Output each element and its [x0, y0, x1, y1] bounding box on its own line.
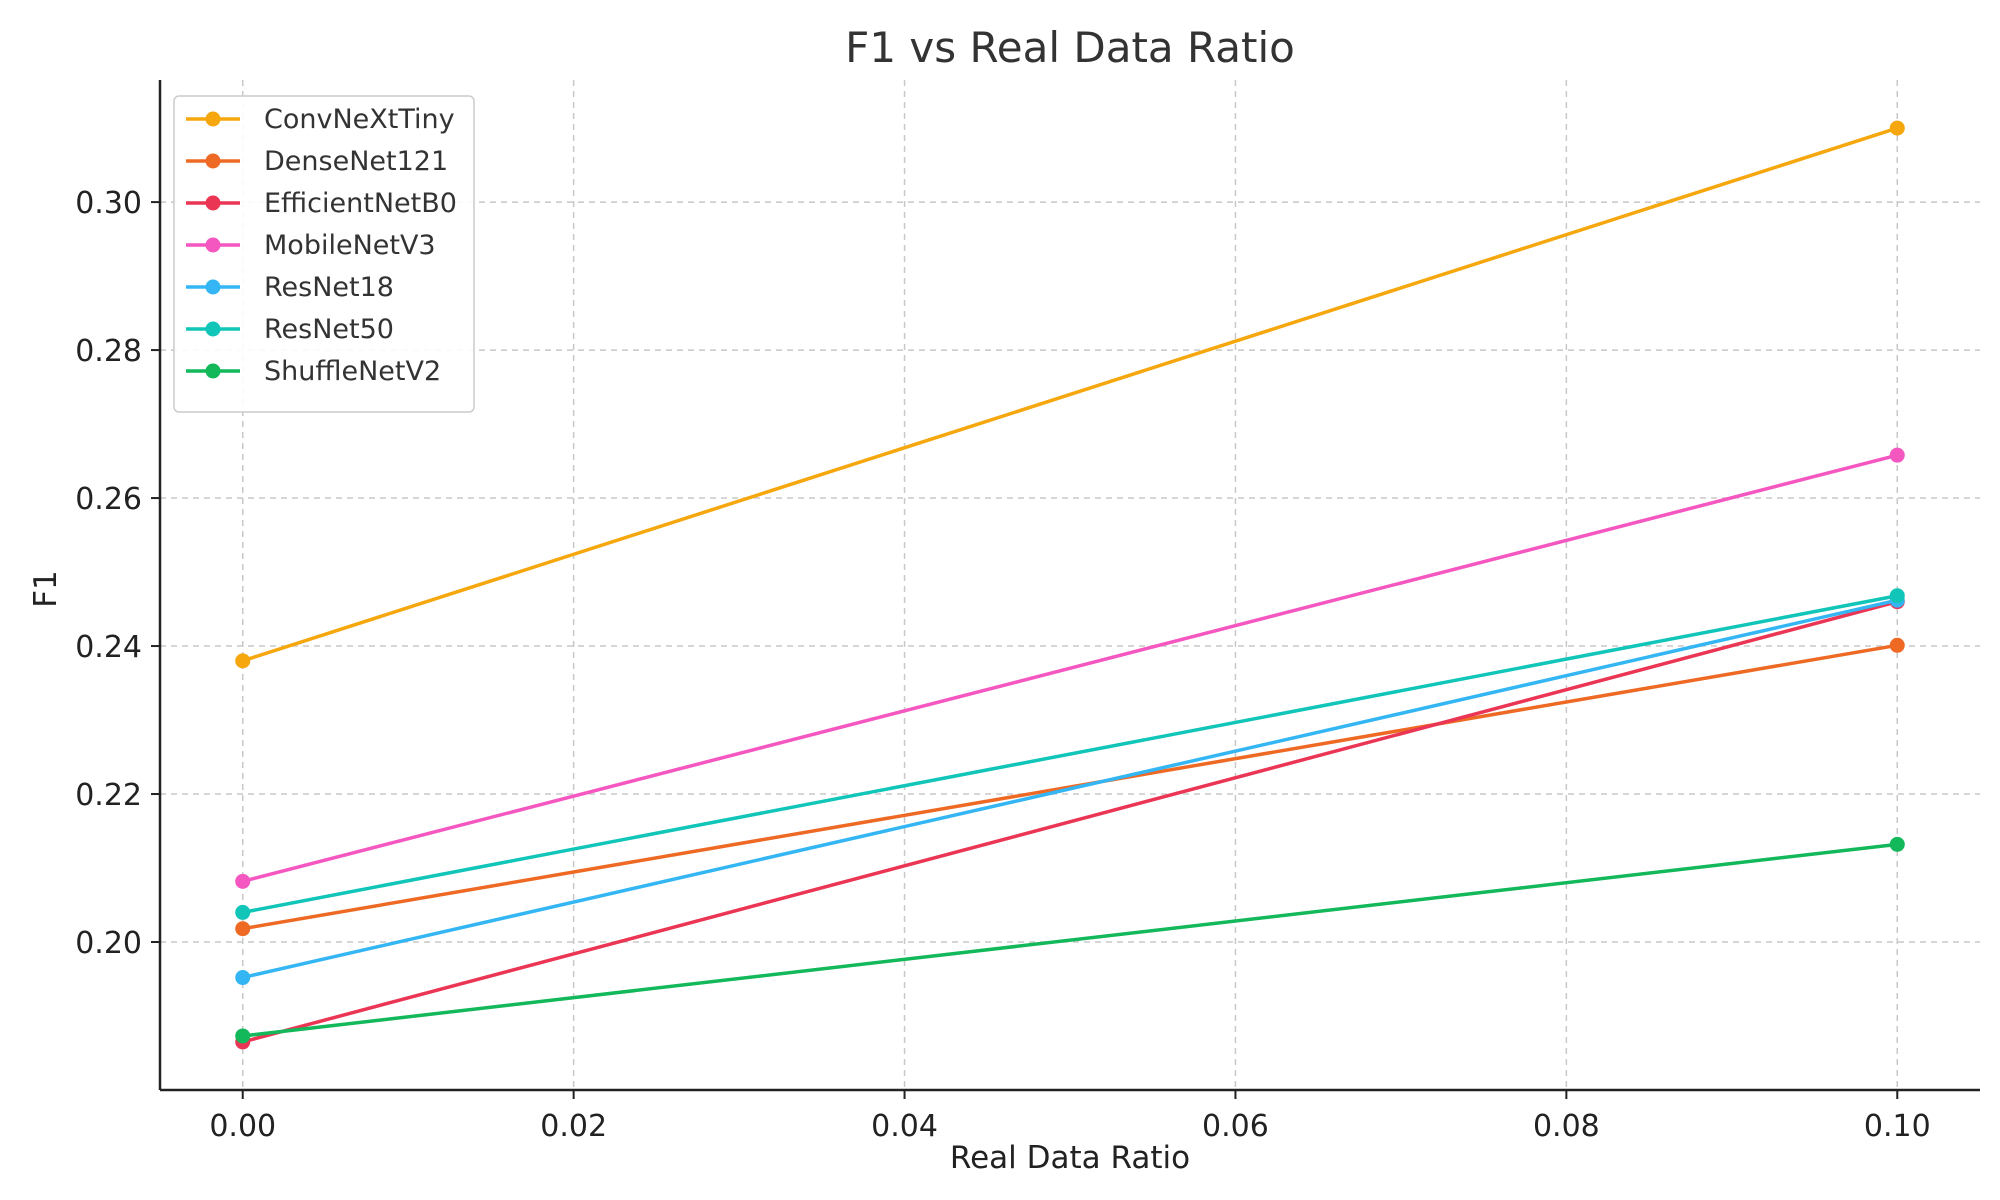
series-line: [242, 126, 1898, 663]
x-tick-label: 0.06: [1202, 1109, 1269, 1144]
legend-label: ConvNeXtTiny: [264, 104, 455, 135]
data-point: [1889, 447, 1905, 463]
legend-label: ResNet50: [264, 314, 394, 345]
series-shufflenetv2: [235, 836, 1905, 1044]
legend: ConvNeXtTiny DenseNet121 EfficientNetB0 Mob…: [173, 95, 475, 413]
x-tick-label: 0.08: [1533, 1109, 1600, 1144]
series-line: [242, 842, 1898, 1038]
legend-item: ConvNeXtTiny: [186, 104, 455, 135]
y-axis-label: F1: [28, 570, 64, 608]
series-resnet18: [235, 592, 1905, 986]
legend-marker: [205, 153, 221, 169]
legend-label: ResNet18: [264, 272, 394, 303]
chart-title: F1 vs Real Data Ratio: [845, 23, 1295, 72]
data-point: [1889, 588, 1905, 604]
series-line: [242, 453, 1898, 884]
legend-item: ResNet18: [186, 272, 394, 303]
legend-item: DenseNet121: [186, 146, 448, 177]
legend-item: ResNet50: [186, 314, 394, 345]
series-convnexttiny: [235, 120, 1905, 669]
data-point: [235, 921, 251, 937]
legend-marker: [205, 237, 221, 253]
y-tick-label: 0.30: [75, 186, 142, 221]
series-mobilenetv3: [235, 447, 1905, 889]
y-tick-label: 0.28: [75, 334, 142, 369]
y-tick-label: 0.26: [75, 482, 142, 517]
x-tick-label: 0.00: [209, 1109, 276, 1144]
data-point: [1889, 637, 1905, 653]
data-point: [1889, 120, 1905, 136]
data-point: [235, 1028, 251, 1044]
series-line: [242, 643, 1898, 931]
legend-item: MobileNetV3: [186, 230, 436, 261]
legend-marker: [205, 321, 221, 337]
series-line: [242, 599, 1898, 1044]
legend-label: DenseNet121: [264, 146, 448, 177]
series-layer: [235, 120, 1905, 1050]
x-axis-label: Real Data Ratio: [950, 1140, 1190, 1176]
x-tick-label: 0.04: [871, 1109, 938, 1144]
axes: 0.00 0.02 0.04 0.06 0.08 0.10 0.20 0.22 0.24 0.26…: [75, 80, 1980, 1144]
x-tick-label: 0.02: [540, 1109, 607, 1144]
y-tick-label: 0.20: [75, 926, 142, 961]
y-tick-label: 0.24: [75, 630, 142, 665]
series-line: [242, 598, 1898, 980]
data-point: [235, 904, 251, 920]
legend-item: EfficientNetB0: [186, 188, 457, 219]
series-line: [242, 594, 1898, 915]
legend-label: EfficientNetB0: [264, 188, 457, 219]
legend-marker: [205, 279, 221, 295]
legend-marker: [205, 363, 221, 379]
legend-label: ShuffleNetV2: [264, 356, 441, 387]
data-point: [235, 873, 251, 889]
y-tick-label: 0.22: [75, 778, 142, 813]
legend-marker: [205, 111, 221, 127]
data-point: [235, 653, 251, 669]
series-resnet50: [235, 588, 1905, 920]
x-tick-label: 0.10: [1864, 1109, 1931, 1144]
series-efficientnetb0: [235, 594, 1905, 1050]
data-point: [235, 970, 251, 986]
legend-label: MobileNetV3: [264, 230, 436, 261]
legend-box: [173, 95, 475, 413]
legend-item: ShuffleNetV2: [186, 356, 441, 387]
legend-marker: [205, 195, 221, 211]
series-densenet121: [235, 637, 1905, 937]
data-point: [1889, 836, 1905, 852]
